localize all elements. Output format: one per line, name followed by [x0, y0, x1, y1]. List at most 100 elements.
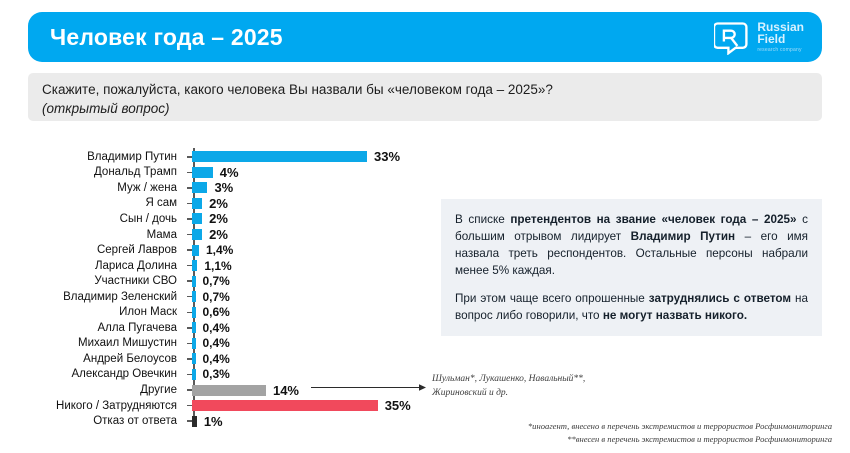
- axis-tick: [186, 373, 192, 376]
- chart-bar-row: Муж / жена 3%: [0, 179, 440, 197]
- russian-field-logo-icon: [714, 22, 748, 55]
- bar: [191, 400, 378, 412]
- footnotes: *иноагент, внесено в перечень экстремист…: [528, 420, 832, 446]
- insight-text: В списке: [455, 213, 511, 226]
- insight-panel: В списке претендентов на звание «человек…: [441, 199, 822, 337]
- axis-tick: [186, 156, 192, 158]
- bar-category-label: Михаил Мишустин: [78, 337, 177, 350]
- axis-tick: [186, 187, 192, 189]
- bar-category-label: Сын / дочь: [119, 212, 177, 225]
- bar-category-label: Владимир Путин: [87, 150, 177, 163]
- bar-value-label: 1,1%: [204, 258, 232, 273]
- chart-bar-row: Отказ от ответа 1%: [0, 412, 440, 430]
- insight-paragraph-2: При этом чаще всего опрошенные затруднял…: [455, 290, 808, 324]
- bar-wrap: 35%: [191, 398, 441, 413]
- bar-category-label: Сергей Лавров: [96, 244, 177, 257]
- axis-tick: [186, 280, 192, 282]
- bar-category-label: Муж / жена: [117, 181, 177, 194]
- bar-wrap: 4%: [191, 164, 441, 180]
- bar-category-label: Я сам: [145, 197, 177, 210]
- bar-wrap: 3%: [191, 180, 441, 196]
- question-subtext: (открытый вопрос): [42, 101, 170, 117]
- bar-value-label: 0,4%: [202, 336, 230, 351]
- chart-bar-row: Владимир Зеленский 0,7%: [0, 288, 440, 306]
- axis-tick: [186, 404, 192, 407]
- axis-tick: [186, 202, 192, 205]
- chart-bar-row: Мама 2%: [0, 226, 440, 244]
- axis-tick: [186, 327, 192, 329]
- bar-value-label: 3%: [214, 180, 234, 196]
- chart-bar-row: Александр Овечкин 0,3%: [0, 366, 440, 384]
- chart-bar-row: Илон Маск 0,6%: [0, 304, 440, 322]
- chart-bar-row: Я сам 2%: [0, 195, 440, 213]
- bar: [191, 337, 196, 349]
- bar: [191, 213, 203, 225]
- bar: [191, 384, 266, 396]
- bar-category-label: Илон Маск: [119, 306, 177, 319]
- bar-value-label: 0,4%: [202, 351, 230, 366]
- chart-bar-row: Дональд Трамп 4%: [0, 164, 440, 182]
- bar-wrap: 0,7%: [191, 274, 441, 289]
- bar-wrap: 1,1%: [191, 258, 441, 273]
- bar-wrap: 2%: [191, 211, 441, 227]
- chart-bar-row: Другие 14%: [0, 381, 440, 399]
- other-annotation-line-2: Жириновский и др.: [432, 387, 509, 398]
- bar-wrap: 1,4%: [191, 243, 441, 258]
- bar: [191, 260, 198, 272]
- bar: [191, 368, 196, 380]
- bar-category-label: Мама: [146, 228, 177, 241]
- axis-tick: [186, 249, 192, 251]
- axis-tick: [186, 420, 192, 422]
- page-title: Человек года – 2025: [50, 23, 283, 50]
- bar-category-label: Владимир Зеленский: [63, 290, 177, 303]
- footnote-line-2: **внесен в перечень экстремистов и терро…: [567, 434, 832, 445]
- axis-tick: [186, 342, 192, 345]
- brand-logo: Russian Field research company: [714, 19, 804, 55]
- bar-wrap: 0,4%: [191, 351, 441, 366]
- insight-emphasis: затруднялись с ответом: [648, 292, 792, 306]
- bar: [191, 275, 196, 287]
- chart-axis: [193, 148, 195, 427]
- axis-tick: [186, 295, 192, 298]
- chart-bar-row: Сын / дочь 2%: [0, 210, 440, 228]
- bar-value-label: 1%: [203, 413, 223, 429]
- bar-wrap: 0,4%: [191, 336, 441, 351]
- bar-wrap: 0,7%: [191, 290, 441, 304]
- bar-value-label: 0,4%: [202, 320, 230, 335]
- bar: [191, 229, 203, 240]
- question-box: Скажите, пожалуйста, какого человека Вы …: [28, 73, 822, 121]
- bar-category-label: Никого / Затрудняются: [56, 399, 177, 412]
- footnote-line-1: *иноагент, внесено в перечень экстремист…: [527, 421, 832, 432]
- bar-value-label: 2%: [209, 211, 228, 227]
- bar-value-label: 1,4%: [205, 243, 234, 258]
- chart-bar-row: Участники СВО 0,7%: [0, 272, 440, 290]
- bar: [191, 306, 196, 318]
- chart-bar-row: Владимир Путин 33%: [0, 148, 440, 166]
- bar-value-label: 0,7%: [202, 274, 230, 289]
- insight-emphasis: претендентов на звание «человек года – 2…: [510, 213, 797, 226]
- bar-wrap: 33%: [191, 149, 441, 165]
- other-annotation-text: Шульман*, Лукашенко, Навальный**, Жирино…: [432, 373, 585, 401]
- bar-category-label: Андрей Белоусов: [83, 352, 177, 365]
- insight-emphasis: не могут назвать никого.: [602, 309, 748, 323]
- logo-tagline: research company: [757, 46, 802, 53]
- axis-tick: [186, 358, 192, 360]
- chart-bar-row: Сергей Лавров 1,4%: [0, 241, 440, 259]
- chart-bar-row: Лариса Долина 1,1%: [0, 257, 440, 275]
- bar-value-label: 0,6%: [202, 305, 230, 320]
- bar-wrap: 2%: [191, 227, 441, 242]
- bar-value-label: 4%: [219, 164, 239, 180]
- bar-value-label: 33%: [374, 149, 401, 165]
- insight-paragraph-1: В списке претендентов на звание «человек…: [455, 211, 808, 279]
- bar-category-label: Участники СВО: [94, 275, 177, 288]
- insight-text: При этом чаще всего опрошенные: [455, 292, 649, 306]
- bar-category-label: Другие: [140, 384, 177, 396]
- insight-text: – его имя назвала треть респондентов. Ос…: [455, 230, 808, 278]
- axis-tick: [186, 233, 192, 236]
- bar-category-label: Лариса Долина: [94, 259, 177, 272]
- bar-wrap: 1%: [191, 413, 441, 429]
- bar: [191, 182, 208, 194]
- bar-category-label: Отказ от ответа: [93, 415, 177, 428]
- bar-value-label: 14%: [272, 382, 299, 398]
- bar-value-label: 2%: [209, 227, 228, 242]
